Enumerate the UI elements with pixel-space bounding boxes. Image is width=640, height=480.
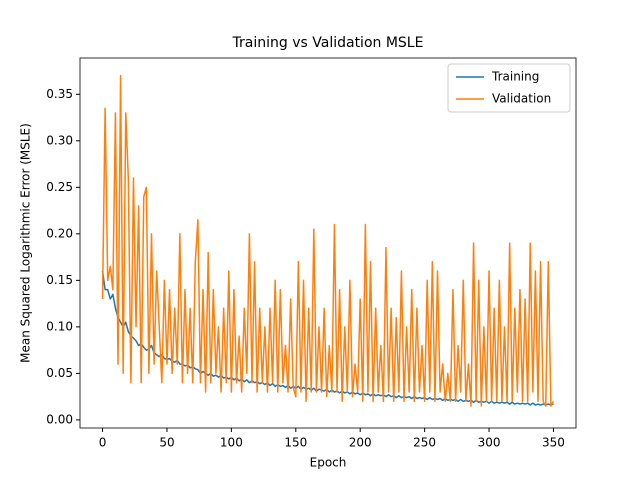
x-tick-label: 150: [284, 436, 307, 450]
y-tick-label: 0.00: [46, 412, 73, 426]
x-tick-label: 50: [159, 436, 174, 450]
y-tick-label: 0.30: [46, 133, 73, 147]
x-tick-label: 0: [99, 436, 107, 450]
plot-frame: [79, 57, 577, 429]
series-line: [101, 74, 555, 407]
y-tick-label: 0.25: [46, 180, 73, 194]
y-tick-label: 0.10: [46, 319, 73, 333]
x-tick-label: 350: [542, 436, 565, 450]
x-tick-label: 250: [413, 436, 436, 450]
y-tick-label: 0.15: [46, 273, 73, 287]
x-axis-label: Epoch: [310, 456, 347, 470]
chart-title: Training vs Validation MSLE: [232, 35, 424, 51]
legend-box: [447, 63, 571, 113]
y-tick-label: 0.05: [46, 366, 73, 380]
legend-label: Training: [491, 70, 539, 84]
y-tick-label: 0.20: [46, 226, 73, 240]
legend-label: Validation: [492, 92, 551, 106]
x-tick-label: 200: [349, 436, 372, 450]
x-tick-label: 100: [220, 436, 243, 450]
y-tick-label: 0.35: [46, 87, 73, 101]
y-axis-label: Mean Squared Logarithmic Error (MSLE): [19, 123, 33, 363]
x-tick-label: 300: [478, 436, 501, 450]
